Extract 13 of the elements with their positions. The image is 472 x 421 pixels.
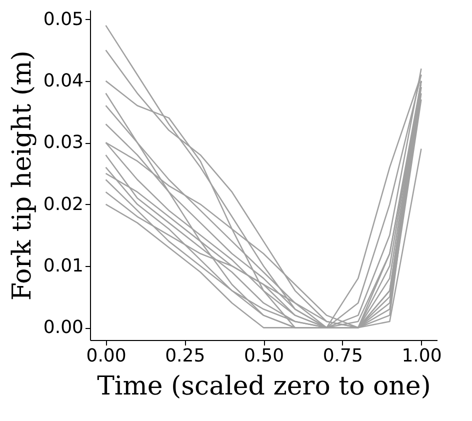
x-tick-label: 0.00 — [86, 346, 126, 366]
x-tick-label: 0.25 — [165, 346, 206, 366]
y-tick-label: 0.03 — [43, 132, 84, 154]
x-tick-label: 0.50 — [244, 346, 284, 366]
y-tick-label: 0.01 — [43, 255, 84, 276]
y-tick-label: 0.02 — [43, 194, 84, 215]
x-axis-title: Time (scaled zero to one) — [97, 372, 431, 402]
y-axis-title: Fork tip height (m) — [7, 50, 38, 300]
y-tick-label: 0.04 — [43, 70, 84, 92]
x-tick-label: 1.00 — [402, 346, 442, 366]
y-tick-label: 0.05 — [43, 8, 84, 30]
x-tick-label: 0.75 — [322, 346, 363, 366]
y-tick-label: 0.00 — [43, 317, 84, 338]
